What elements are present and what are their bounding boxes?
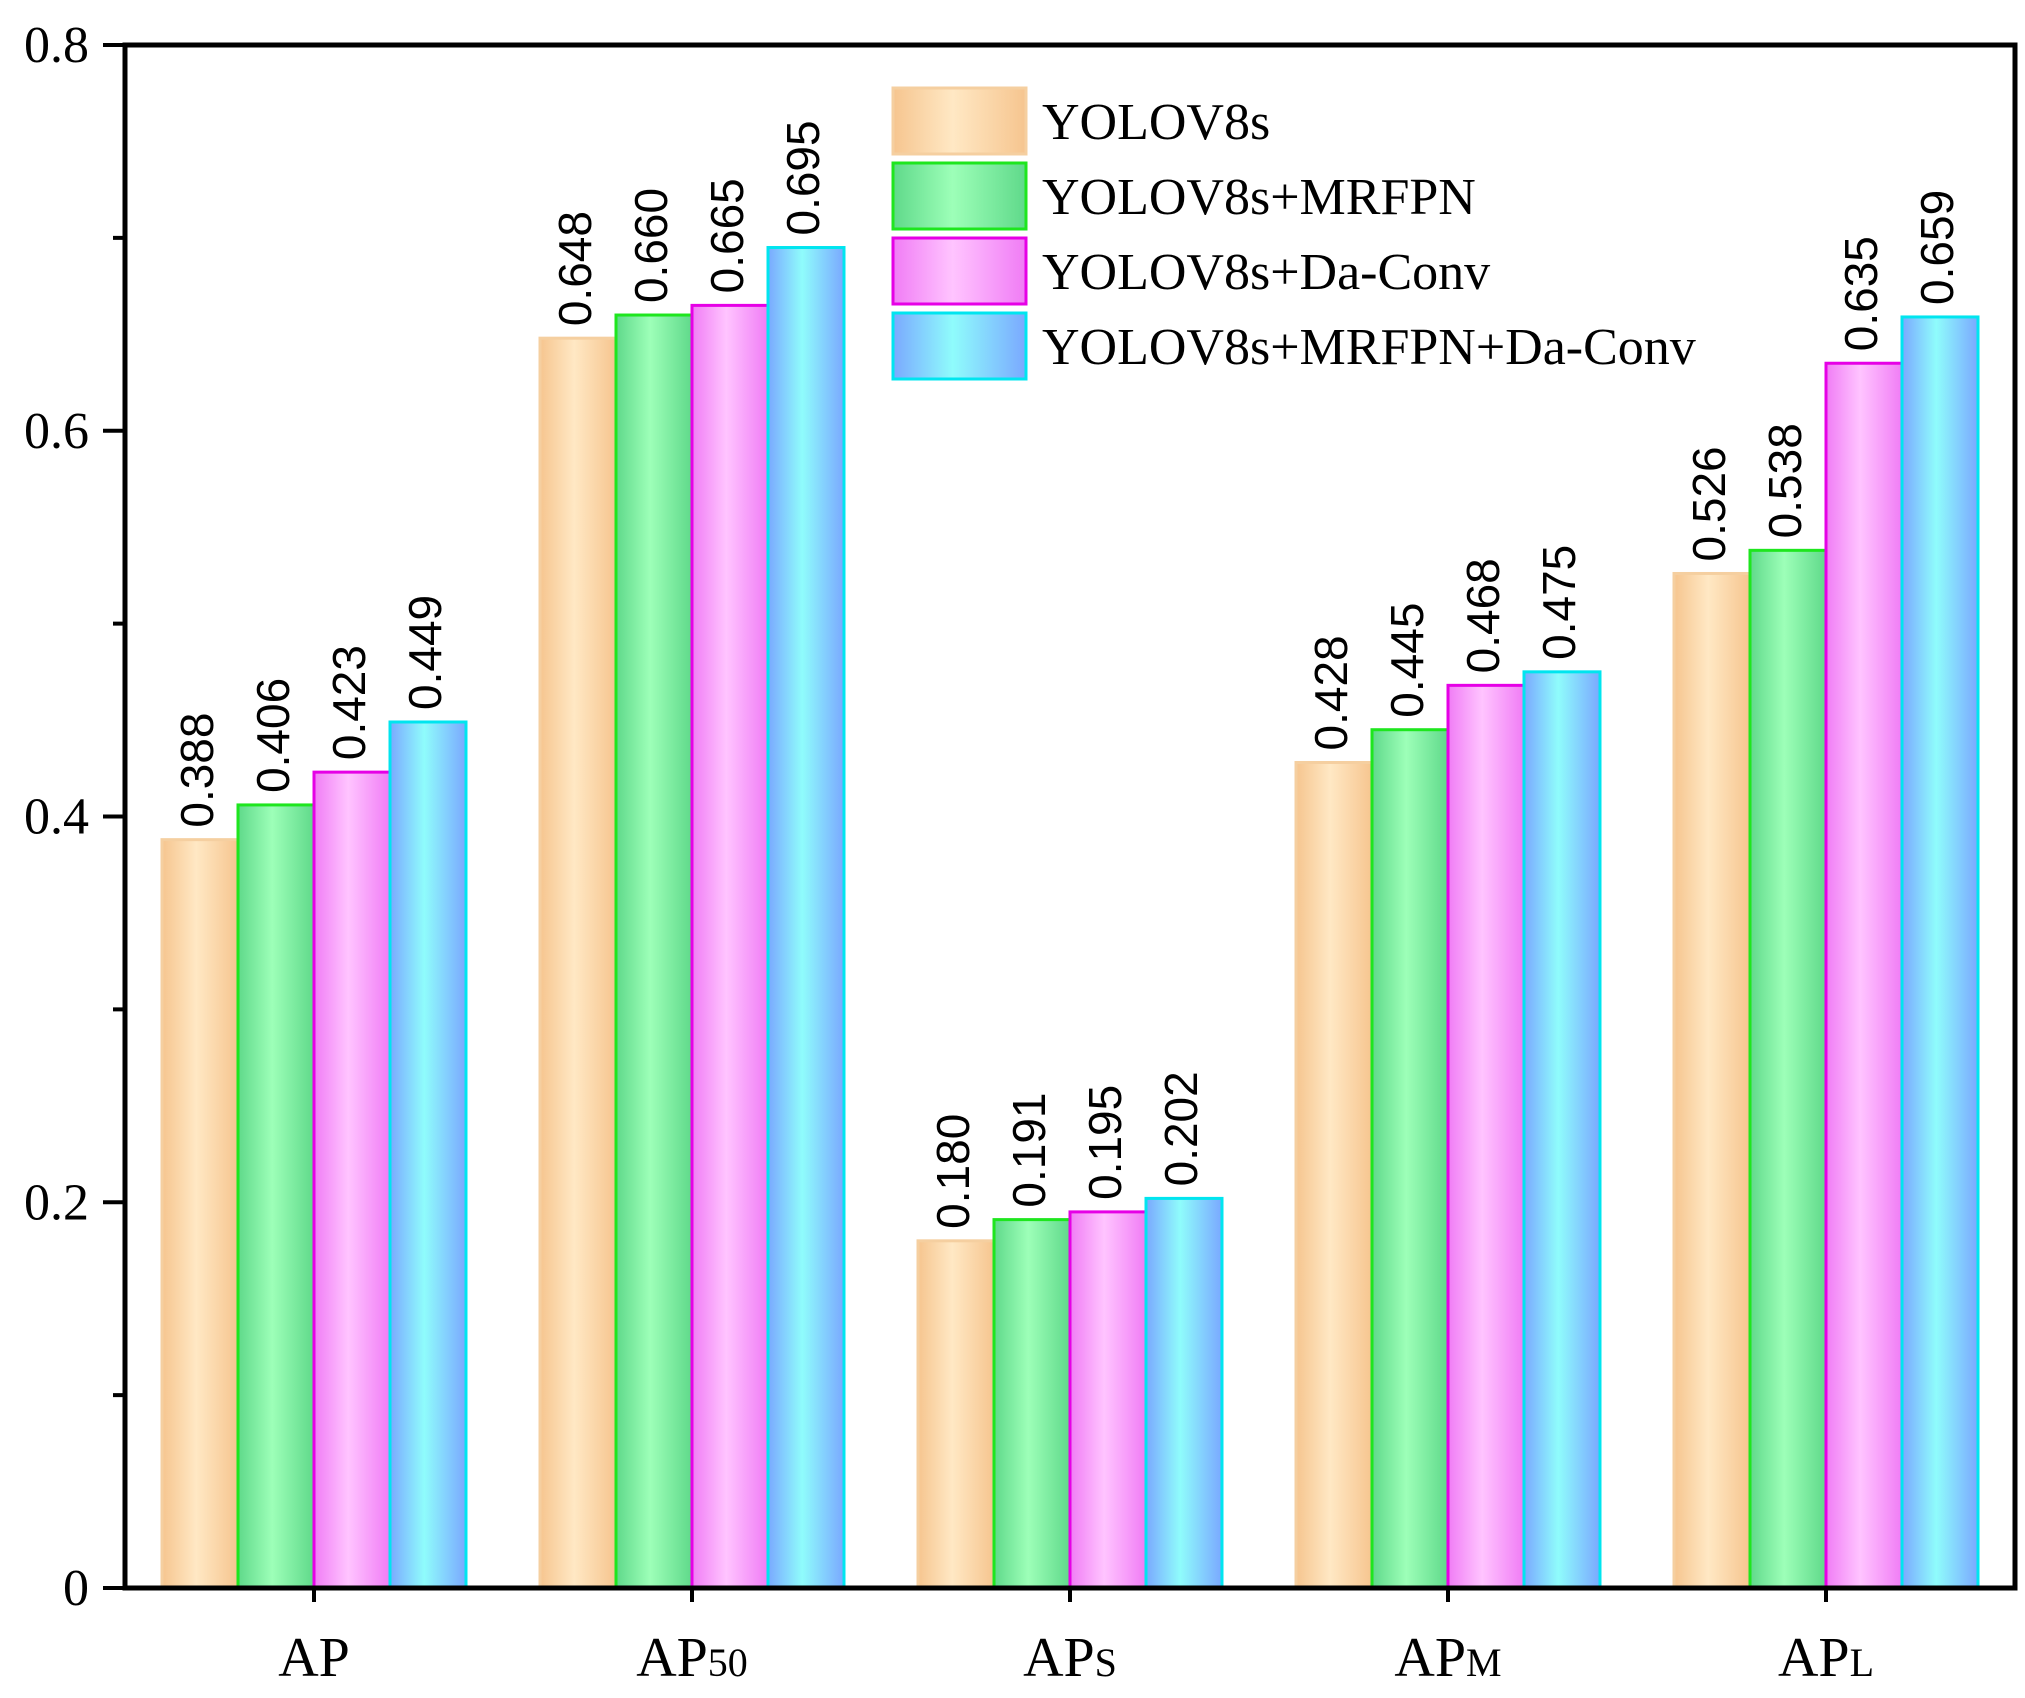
bar-yolov8s-apm bbox=[1294, 760, 1374, 1590]
value-label: 0.202 bbox=[1155, 1071, 1207, 1186]
value-label: 0.428 bbox=[1305, 635, 1357, 750]
value-label: 0.538 bbox=[1759, 423, 1811, 538]
value-label: 0.635 bbox=[1835, 236, 1887, 351]
bar-yolov8s-mrfpn-aps bbox=[992, 1218, 1072, 1590]
value-label: 0.180 bbox=[927, 1114, 979, 1229]
bar-yolov8s-da-conv-ap bbox=[312, 770, 392, 1590]
bar-yolov8s-mrfpn-da-conv-apm bbox=[1522, 670, 1602, 1590]
y-tick-label: 0.6 bbox=[24, 403, 89, 460]
axes: AP AP50 APS APM APL 0 0.2 0.4 0.6 0.8 bbox=[24, 17, 2018, 1689]
bar-yolov8s-mrfpn-da-conv-ap50 bbox=[766, 246, 846, 1590]
value-label: 0.449 bbox=[399, 595, 451, 710]
bar-yolov8s-da-conv-ap50 bbox=[690, 303, 770, 1590]
value-label: 0.475 bbox=[1533, 545, 1585, 660]
bar-yolov8s-da-conv-apm bbox=[1446, 683, 1526, 1590]
value-label: 0.195 bbox=[1079, 1085, 1131, 1200]
value-label: 0.388 bbox=[171, 713, 223, 828]
y-tick-label: 0.2 bbox=[24, 1174, 89, 1231]
value-label: 0.648 bbox=[549, 211, 601, 326]
value-label: 0.526 bbox=[1683, 446, 1735, 561]
legend-swatch bbox=[891, 161, 1028, 231]
bar-yolov8s-mrfpn-da-conv-ap bbox=[388, 720, 468, 1590]
value-label: 0.659 bbox=[1911, 190, 1963, 305]
value-labels: 0.388 0.406 0.423 0.449 0.648 0.660 0.665 0.695… bbox=[171, 120, 1963, 1228]
y-tick-label: 0 bbox=[63, 1560, 89, 1617]
legend-label: YOLOV8s+MRFPN bbox=[1042, 169, 1476, 226]
value-label: 0.660 bbox=[625, 188, 677, 303]
bar-yolov8s-ap bbox=[160, 838, 240, 1590]
y-tick-label: 0.4 bbox=[24, 789, 89, 846]
legend-swatch bbox=[891, 236, 1028, 306]
x-tick-label: AP50 bbox=[636, 1627, 748, 1689]
bar-yolov8s-aps bbox=[916, 1239, 996, 1590]
legend-label: YOLOV8s+MRFPN+Da-Conv bbox=[1042, 319, 1696, 376]
bar-yolov8s-mrfpn-apl bbox=[1748, 548, 1828, 1590]
x-tick-label: APM bbox=[1394, 1627, 1501, 1689]
bar-yolov8s-mrfpn-da-conv-apl bbox=[1900, 315, 1980, 1590]
legend-label: YOLOV8s bbox=[1042, 94, 1270, 151]
value-label: 0.468 bbox=[1457, 558, 1509, 673]
value-label: 0.665 bbox=[701, 178, 753, 293]
bars bbox=[160, 246, 1980, 1590]
x-tick-label: APL bbox=[1778, 1627, 1874, 1689]
legend-swatch bbox=[891, 311, 1028, 381]
x-tick-label: AP bbox=[278, 1627, 350, 1689]
bar-yolov8s-ap50 bbox=[538, 336, 618, 1590]
legend-swatch bbox=[891, 86, 1028, 156]
y-tick-label: 0.8 bbox=[24, 17, 89, 74]
bar-yolov8s-da-conv-aps bbox=[1068, 1210, 1148, 1590]
value-label: 0.445 bbox=[1381, 603, 1433, 718]
value-label: 0.191 bbox=[1003, 1092, 1055, 1207]
bar-yolov8s-da-conv-apl bbox=[1824, 361, 1904, 1590]
bar-yolov8s-mrfpn-apm bbox=[1370, 728, 1450, 1590]
value-label: 0.406 bbox=[247, 678, 299, 793]
bar-yolov8s-mrfpn-da-conv-aps bbox=[1144, 1196, 1224, 1590]
bar-yolov8s-mrfpn-ap bbox=[236, 803, 316, 1590]
x-tick-label: APS bbox=[1023, 1627, 1117, 1689]
bar-yolov8s-mrfpn-ap50 bbox=[614, 313, 694, 1590]
legend-label: YOLOV8s+Da-Conv bbox=[1042, 244, 1490, 301]
bar-yolov8s-apl bbox=[1672, 571, 1752, 1590]
value-label: 0.695 bbox=[777, 120, 829, 235]
value-label: 0.423 bbox=[323, 645, 375, 760]
legend: YOLOV8s YOLOV8s+MRFPN YOLOV8s+Da-Conv YOLOV… bbox=[891, 86, 1696, 381]
